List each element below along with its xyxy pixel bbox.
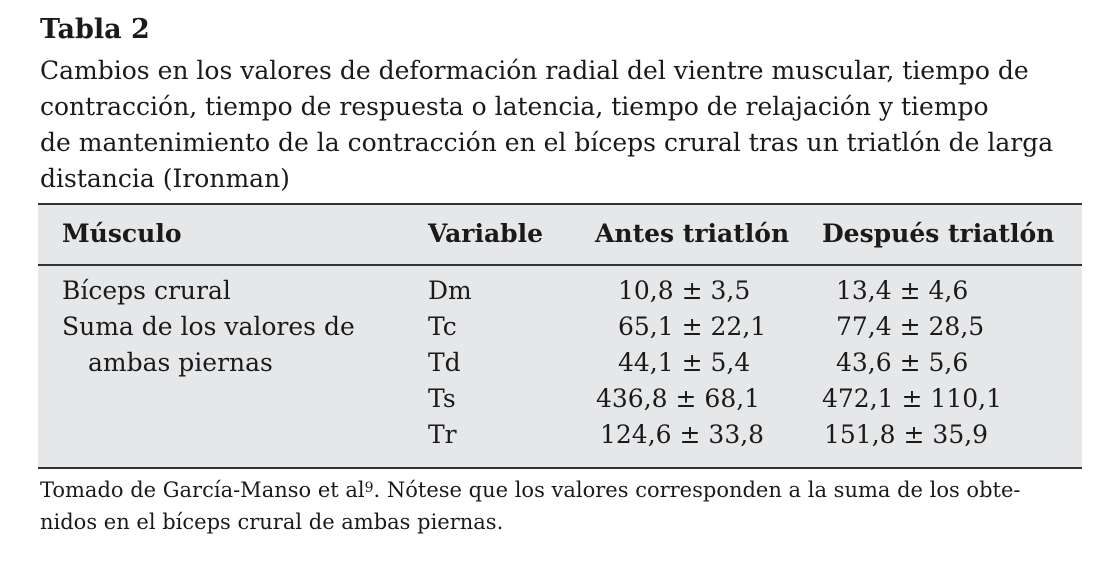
footnote-line: Tomado de García-Manso et al9. Nótese qu… [40,474,1082,506]
cell-variable: Dm [428,276,472,305]
cell-variable: Tr [428,420,457,449]
cell-antes: 65,1 ± 22,1 [618,312,767,341]
header-variable: Variable [428,219,544,248]
table-title: Tabla 2 [40,14,150,45]
cell-variable: Tc [428,312,457,341]
cell-despues: 43,6 ± 5,6 [836,348,969,377]
caption-line: Cambios en los valores de deformación ra… [40,56,1029,85]
header-despues: Después triatlón [822,219,1055,248]
cell-despues: 151,8 ± 35,9 [824,420,989,449]
cell-antes: 124,6 ± 33,8 [600,420,765,449]
cell-variable: Ts [428,384,456,413]
cell-antes: 436,8 ± 68,1 [596,384,761,413]
caption-line: de mantenimiento de la contracción en el… [40,128,1054,157]
header-musculo: Músculo [62,219,182,248]
footnote-text: Tomado de García-Manso et al [40,478,365,502]
header-rule [38,264,1082,266]
cell-despues: 77,4 ± 28,5 [836,312,985,341]
cell-antes: 44,1 ± 5,4 [618,348,751,377]
muscle-name: Bíceps crural [62,276,231,305]
cell-variable: Td [428,348,461,377]
muscle-note: Suma de los valores de [62,312,355,341]
table-footnote: Tomado de García-Manso et al9. Nótese qu… [40,474,1082,538]
cell-despues: 13,4 ± 4,6 [836,276,969,305]
caption-line: distancia (Ironman) [40,164,290,193]
footnote-text: . Nótese que los valores corresponden a … [373,478,1021,502]
footnote-line: nidos en el bíceps crural de ambas piern… [40,510,504,534]
header-antes: Antes triatlón [595,219,790,248]
caption-line: contracción, tiempo de respuesta o laten… [40,92,989,121]
footnote-reference: 9 [364,480,374,496]
table-caption: Cambios en los valores de deformación ra… [40,53,1082,197]
cell-despues: 472,1 ± 110,1 [822,384,1002,413]
data-table: Músculo Variable Antes triatlón Después … [38,203,1082,469]
cell-antes: 10,8 ± 3,5 [618,276,751,305]
muscle-note: ambas piernas [88,348,273,377]
